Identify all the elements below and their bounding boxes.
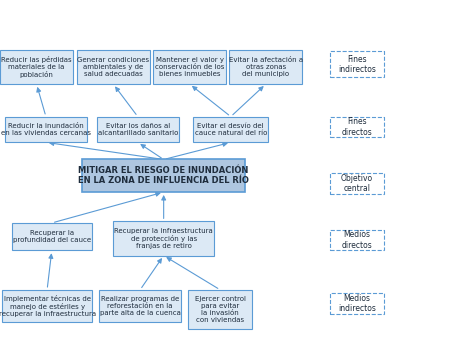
FancyBboxPatch shape: [330, 117, 384, 137]
FancyBboxPatch shape: [82, 159, 245, 192]
FancyBboxPatch shape: [77, 50, 150, 84]
FancyBboxPatch shape: [153, 50, 226, 84]
Text: Ejercer control
para evitar
la invasión
con viviendas: Ejercer control para evitar la invasión …: [195, 296, 246, 323]
Text: Evitar la afectación a
otras zonas
del municipio: Evitar la afectación a otras zonas del m…: [229, 57, 303, 77]
FancyBboxPatch shape: [5, 117, 87, 142]
Text: Implementar técnicas de
manejo de estériles y
recuperar la infraestructura: Implementar técnicas de manejo de estéri…: [0, 295, 96, 317]
Text: Evitar los daños al
alcantarillado sanitario: Evitar los daños al alcantarillado sanit…: [97, 123, 178, 136]
FancyBboxPatch shape: [2, 290, 92, 322]
Text: Medios
indirectos: Medios indirectos: [338, 294, 376, 313]
Text: Medios
directos: Medios directos: [341, 230, 372, 250]
FancyBboxPatch shape: [193, 117, 268, 142]
FancyBboxPatch shape: [113, 221, 214, 256]
Text: Fines
indirectos: Fines indirectos: [338, 55, 376, 74]
FancyBboxPatch shape: [330, 293, 384, 314]
FancyBboxPatch shape: [330, 230, 384, 250]
Text: Recuperar la
profundidad del cauce: Recuperar la profundidad del cauce: [13, 230, 91, 243]
Text: MITIGAR EL RIESGO DE INUNDACIÓN
EN LA ZONA DE INFLUENCIA DEL RÍO: MITIGAR EL RIESGO DE INUNDACIÓN EN LA ZO…: [78, 166, 249, 186]
FancyBboxPatch shape: [0, 50, 73, 84]
FancyBboxPatch shape: [99, 290, 181, 322]
FancyBboxPatch shape: [330, 51, 384, 77]
Text: Generar condiciones
ambientales y de
salud adecuadas: Generar condiciones ambientales y de sal…: [77, 57, 149, 77]
FancyBboxPatch shape: [330, 173, 384, 194]
Text: Objetivo
central: Objetivo central: [341, 174, 373, 193]
FancyBboxPatch shape: [229, 50, 302, 84]
Text: Reducir las pérdidas
materiales de la
población: Reducir las pérdidas materiales de la po…: [1, 56, 72, 78]
Text: Evitar el desvío del
cauce natural del río: Evitar el desvío del cauce natural del r…: [195, 123, 267, 136]
Text: Recuperar la infraestructura
de protección y las
franjas de retiro: Recuperar la infraestructura de protecci…: [114, 228, 213, 249]
FancyBboxPatch shape: [188, 290, 252, 329]
Text: Mantener el valor y
conservación de los
bienes inmuebles: Mantener el valor y conservación de los …: [155, 57, 224, 77]
FancyBboxPatch shape: [97, 117, 179, 142]
Text: Reducir la inundación
en las viviendas cercanas: Reducir la inundación en las viviendas c…: [1, 123, 91, 136]
FancyBboxPatch shape: [12, 223, 92, 250]
Text: Fines
directos: Fines directos: [341, 117, 372, 137]
Text: Realizar programas de
reforestación en la
parte alta de la cuenca: Realizar programas de reforestación en l…: [100, 296, 180, 316]
